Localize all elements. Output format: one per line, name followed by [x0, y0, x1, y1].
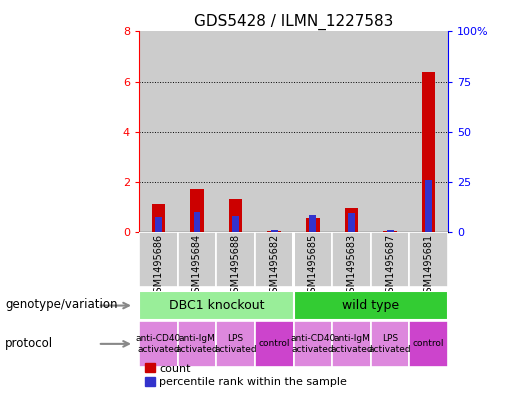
Bar [409, 321, 448, 367]
Bar [139, 31, 178, 232]
Bar [425, 180, 432, 232]
Text: control: control [259, 340, 290, 348]
Bar [422, 72, 436, 232]
Text: GSM1495681: GSM1495681 [424, 233, 434, 299]
Bar [178, 321, 216, 367]
Bar [139, 321, 178, 367]
Text: anti-CD40
activated: anti-CD40 activated [290, 334, 335, 354]
Bar [371, 31, 409, 232]
Text: control: control [413, 340, 444, 348]
Bar [332, 321, 371, 367]
Bar [271, 230, 278, 232]
Text: DBC1 knockout: DBC1 knockout [168, 299, 264, 312]
Bar [178, 31, 216, 232]
Bar [332, 31, 371, 232]
Bar [310, 215, 316, 232]
Bar [345, 208, 358, 232]
Text: GSM1495685: GSM1495685 [308, 233, 318, 299]
Text: GSM1495684: GSM1495684 [192, 233, 202, 299]
Bar [409, 31, 448, 232]
Bar [216, 31, 255, 232]
Bar [332, 232, 371, 287]
Bar [267, 231, 281, 232]
Bar [294, 31, 332, 232]
Text: anti-IgM
activated: anti-IgM activated [330, 334, 373, 354]
Bar [255, 232, 294, 287]
Bar [291, 232, 296, 287]
Text: anti-CD40
activated: anti-CD40 activated [136, 334, 181, 354]
Bar [294, 232, 332, 287]
Bar [306, 218, 320, 232]
Text: anti-IgM
activated: anti-IgM activated [176, 334, 218, 354]
Bar [216, 232, 255, 287]
Text: GSM1495688: GSM1495688 [231, 233, 241, 299]
Bar [294, 321, 332, 367]
Text: LPS
activated: LPS activated [214, 334, 257, 354]
Bar [216, 321, 255, 367]
Bar [232, 216, 239, 232]
Bar [294, 31, 332, 232]
Bar [139, 292, 294, 320]
Bar [190, 189, 204, 232]
Bar [155, 217, 162, 232]
Bar [371, 232, 409, 287]
Bar [178, 232, 216, 287]
Text: GSM1495682: GSM1495682 [269, 233, 279, 299]
Bar [255, 321, 294, 367]
Title: GDS5428 / ILMN_1227583: GDS5428 / ILMN_1227583 [194, 14, 393, 30]
Bar [151, 204, 165, 232]
Bar [194, 212, 200, 232]
Bar [387, 230, 393, 232]
Text: GSM1495687: GSM1495687 [385, 233, 395, 299]
Bar [294, 292, 448, 320]
Bar [139, 232, 178, 287]
Bar [371, 321, 409, 367]
Text: protocol: protocol [5, 337, 53, 351]
Bar [348, 213, 355, 232]
Bar [383, 231, 397, 232]
Text: wild type: wild type [342, 299, 399, 312]
Bar [409, 232, 448, 287]
Text: LPS
activated: LPS activated [369, 334, 411, 354]
Text: genotype/variation: genotype/variation [5, 298, 117, 311]
Bar [229, 199, 243, 232]
Bar [255, 31, 294, 232]
Legend: count, percentile rank within the sample: count, percentile rank within the sample [145, 363, 347, 387]
Text: GSM1495683: GSM1495683 [347, 233, 356, 299]
Text: GSM1495686: GSM1495686 [153, 233, 163, 299]
